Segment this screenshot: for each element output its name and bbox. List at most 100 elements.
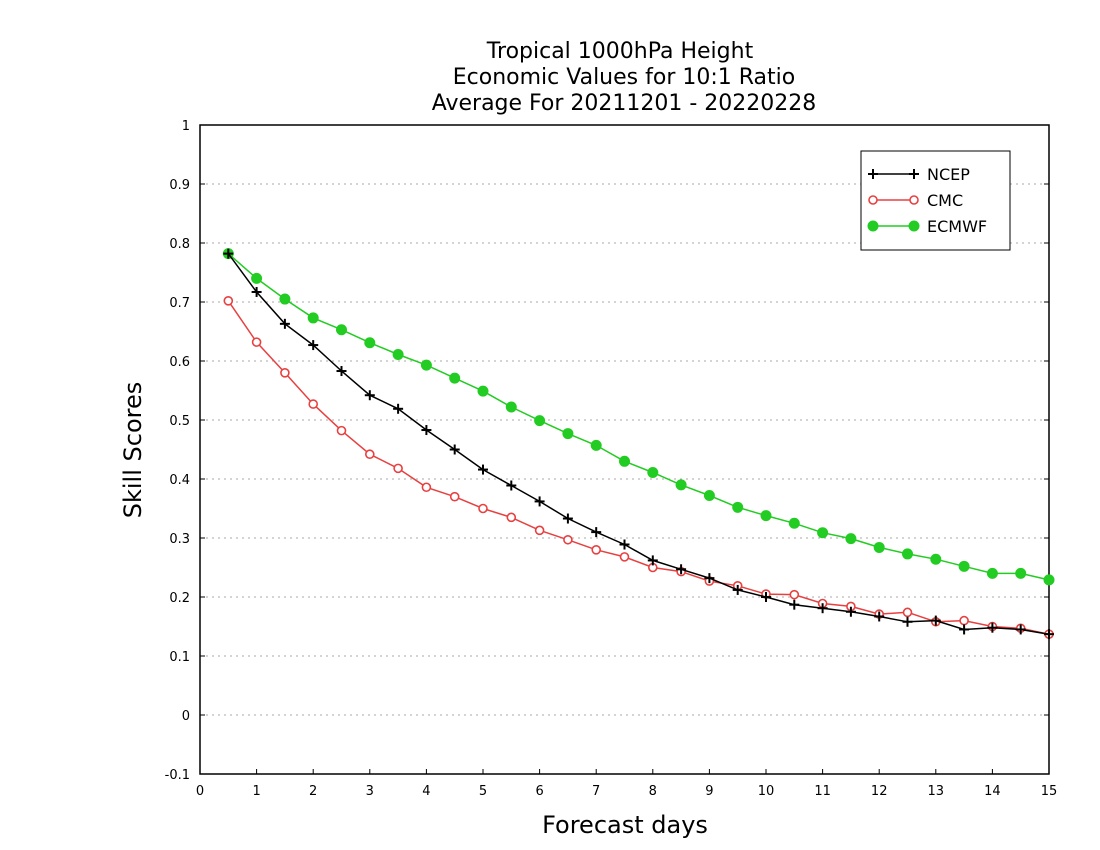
point-ecmwf-1 — [251, 272, 263, 284]
point-ncep-18 — [732, 584, 743, 595]
point-ncep-11 — [534, 496, 545, 507]
chart-title-line-1: Tropical 1000hPa Height — [486, 39, 754, 64]
y-axis-label: Skill Scores — [119, 382, 147, 519]
point-ecmwf-24 — [902, 548, 913, 560]
point-ncep-22 — [845, 606, 856, 617]
point-ncep-13 — [591, 527, 602, 538]
point-ecmwf-20 — [788, 517, 800, 529]
legend-marker-start-cmc — [868, 195, 878, 205]
point-ncep-2 — [279, 318, 290, 329]
legend-marker-start-ncep — [868, 169, 878, 179]
legend: NCEP CMC ECMWF — [860, 150, 1011, 251]
legend-label-ecmwf: ECMWF — [927, 217, 987, 236]
legend-item-ncep: NCEP — [868, 165, 970, 184]
point-cmc-0 — [223, 296, 234, 306]
point-ecmwf-18 — [732, 501, 744, 513]
series-line-cmc — [227, 300, 1050, 635]
point-ncep-25 — [930, 615, 941, 626]
x-tick-label: 2 — [309, 784, 317, 799]
legend-label-ncep: NCEP — [927, 165, 970, 184]
y-tick-label: 0.3 — [169, 532, 190, 547]
point-ncep-28 — [1015, 624, 1026, 635]
point-cmc-6 — [393, 463, 403, 474]
x-tick-label: 10 — [758, 784, 775, 799]
legend-label-cmc: CMC — [927, 191, 963, 210]
point-ncep-7 — [421, 425, 432, 436]
point-ncep-0 — [223, 248, 234, 259]
legend-marker-end-ncep — [909, 169, 919, 179]
point-ecmwf-25 — [930, 553, 942, 565]
point-cmc-11 — [534, 525, 545, 536]
chart-title-line-2: Economic Values for 10:1 Ratio — [453, 65, 795, 90]
point-ncep-4 — [336, 366, 347, 377]
series-cmc — [223, 296, 1054, 639]
point-ecmwf-29 — [1043, 574, 1055, 586]
y-tick-label: 0.9 — [169, 178, 190, 193]
point-ecmwf-22 — [845, 533, 857, 545]
y-tick-label: 0.1 — [169, 650, 190, 665]
point-ecmwf-5 — [364, 337, 376, 349]
point-cmc-20 — [789, 589, 800, 600]
point-ecmwf-16 — [675, 479, 687, 491]
chart-title-line-3: Average For 20211201 - 20220228 — [432, 91, 817, 116]
x-axis-label: Forecast days — [542, 811, 708, 839]
x-tick-label: 3 — [366, 784, 374, 799]
point-ecmwf-14 — [619, 455, 630, 467]
point-ecmwf-6 — [392, 349, 404, 361]
point-ncep-23 — [874, 611, 885, 622]
point-ecmwf-3 — [307, 312, 319, 324]
point-ecmwf-8 — [449, 372, 461, 384]
x-tick-label: 12 — [871, 784, 888, 799]
x-tick-label: 1 — [252, 784, 260, 799]
point-ecmwf-21 — [817, 527, 829, 539]
point-ecmwf-10 — [505, 401, 517, 413]
point-ncep-5 — [364, 390, 375, 401]
point-cmc-7 — [421, 482, 432, 493]
point-ncep-12 — [562, 513, 573, 524]
point-ecmwf-15 — [647, 467, 659, 479]
y-tick-label: 0.8 — [169, 237, 190, 252]
x-tick-label: 15 — [1041, 784, 1058, 799]
point-ncep-21 — [817, 603, 828, 614]
point-cmc-2 — [280, 367, 290, 378]
point-ncep-27 — [987, 622, 998, 633]
point-ecmwf-2 — [279, 293, 291, 305]
x-tick-label: 6 — [535, 784, 543, 799]
x-tick-label: 5 — [479, 784, 487, 799]
plot-frame — [199, 124, 1050, 775]
legend-marker-end-cmc — [909, 195, 919, 205]
point-ncep-14 — [619, 539, 630, 550]
point-ncep-10 — [506, 480, 517, 491]
point-ncep-8 — [449, 444, 460, 455]
point-ecmwf-11 — [534, 415, 546, 427]
point-ecmwf-13 — [590, 439, 602, 451]
point-ncep-24 — [902, 616, 913, 627]
x-tick-label: 14 — [984, 784, 1001, 799]
point-ncep-20 — [789, 599, 800, 610]
point-cmc-5 — [364, 449, 375, 460]
series-line-ecmwf — [227, 253, 1050, 581]
x-tick-label: 11 — [814, 784, 831, 799]
point-ecmwf-27 — [986, 567, 998, 579]
point-cmc-12 — [563, 534, 573, 545]
point-ecmwf-23 — [873, 541, 885, 553]
point-ecmwf-17 — [703, 490, 715, 502]
point-ncep-1 — [251, 286, 262, 297]
point-ncep-9 — [478, 464, 488, 475]
point-ncep-16 — [676, 564, 687, 575]
point-ecmwf-19 — [760, 510, 772, 522]
point-ecmwf-7 — [420, 359, 432, 371]
x-tick-label: 4 — [422, 784, 430, 799]
legend-marker-start-ecmwf — [867, 220, 879, 232]
series-ecmwf — [222, 248, 1055, 586]
y-tick-label: 0.6 — [169, 355, 190, 370]
point-ncep-26 — [959, 624, 970, 635]
point-ecmwf-26 — [958, 560, 970, 572]
x-tick-label: 9 — [705, 784, 713, 799]
point-ncep-29 — [1044, 629, 1054, 640]
point-cmc-4 — [336, 425, 347, 436]
point-cmc-24 — [902, 607, 913, 618]
y-tick-label: 0 — [182, 709, 190, 724]
point-ecmwf-12 — [562, 428, 574, 440]
